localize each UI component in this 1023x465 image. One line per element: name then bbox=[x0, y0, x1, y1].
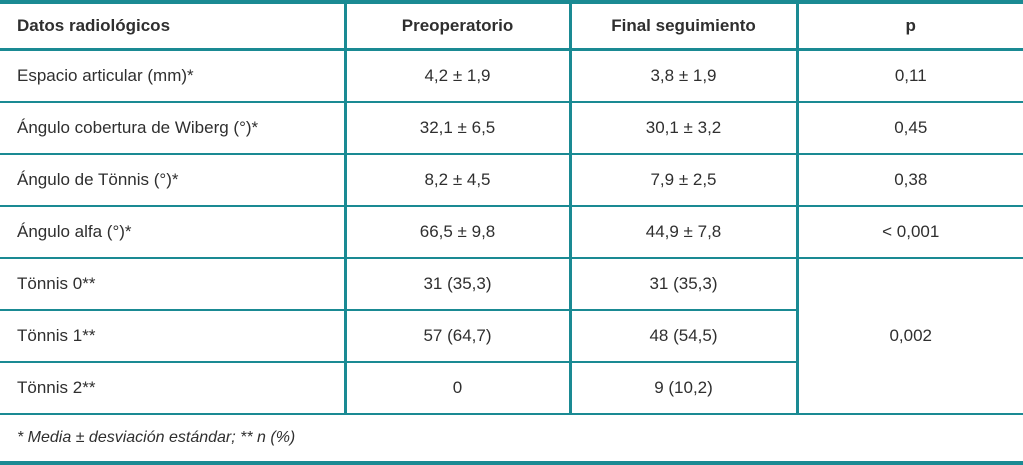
merged-p-value-cell: 0,002 bbox=[795, 258, 1023, 415]
table-row-espacio-articular: Espacio articular (mm)* 4,2 ± 1,9 3,8 ± … bbox=[0, 49, 1023, 103]
row-label: Tönnis 1** bbox=[0, 310, 345, 363]
preoperatorio-cell: 32,1 ± 6,5 bbox=[343, 102, 570, 155]
preoperatorio-cell: 0 bbox=[343, 362, 570, 415]
row-label: Espacio articular (mm)* bbox=[0, 49, 345, 103]
header-preoperatorio: Preoperatorio bbox=[343, 2, 570, 51]
table-row-angulo-alfa: Ángulo alfa (°)* 66,5 ± 9,8 44,9 ± 7,8 <… bbox=[0, 206, 1023, 259]
header-row: Datos radiológicos Preoperatorio Final s… bbox=[0, 2, 1023, 51]
final-seguimiento-cell: 48 (54,5) bbox=[568, 310, 797, 363]
final-seguimiento-cell: 7,9 ± 2,5 bbox=[568, 154, 797, 207]
row-label: Tönnis 0** bbox=[0, 258, 345, 311]
preoperatorio-cell: 57 (64,7) bbox=[343, 310, 570, 363]
table-row-tonnis-0: Tönnis 0** 31 (35,3) 31 (35,3) 0,002 bbox=[0, 258, 1023, 415]
row-label: Tönnis 2** bbox=[0, 362, 345, 415]
footnote-row: * Media ± desviación estándar; ** n (%) bbox=[0, 414, 1023, 463]
final-seguimiento-cell: 44,9 ± 7,8 bbox=[568, 206, 797, 259]
preoperatorio-cell: 31 (35,3) bbox=[343, 258, 570, 311]
preoperatorio-cell: 4,2 ± 1,9 bbox=[343, 49, 570, 103]
table-row-tonnis-2: Tönnis 2** 0 9 (10,2) bbox=[0, 362, 1023, 415]
table-row-tonnis-1: Tönnis 1** 57 (64,7) 48 (54,5) bbox=[0, 310, 1023, 363]
table-footnote: * Media ± desviación estándar; ** n (%) bbox=[0, 414, 1023, 463]
p-value-cell: 0,45 bbox=[795, 102, 1023, 155]
p-value-cell: < 0,001 bbox=[795, 206, 1023, 259]
final-seguimiento-cell: 9 (10,2) bbox=[568, 362, 797, 415]
row-label: Ángulo cobertura de Wiberg (°)* bbox=[0, 102, 345, 155]
header-p: p bbox=[795, 2, 1023, 51]
preoperatorio-cell: 8,2 ± 4,5 bbox=[343, 154, 570, 207]
p-value-cell: 0,38 bbox=[795, 154, 1023, 207]
header-datos-radiologicos: Datos radiológicos bbox=[0, 2, 345, 51]
final-seguimiento-cell: 31 (35,3) bbox=[568, 258, 797, 311]
row-label: Ángulo alfa (°)* bbox=[0, 206, 345, 259]
final-seguimiento-cell: 30,1 ± 3,2 bbox=[568, 102, 797, 155]
header-final-seguimiento: Final seguimiento bbox=[568, 2, 797, 51]
table-row-angulo-wiberg: Ángulo cobertura de Wiberg (°)* 32,1 ± 6… bbox=[0, 102, 1023, 155]
final-seguimiento-cell: 3,8 ± 1,9 bbox=[568, 49, 797, 103]
preoperatorio-cell: 66,5 ± 9,8 bbox=[343, 206, 570, 259]
row-label: Ángulo de Tönnis (°)* bbox=[0, 154, 345, 207]
table-row-angulo-tonnis: Ángulo de Tönnis (°)* 8,2 ± 4,5 7,9 ± 2,… bbox=[0, 154, 1023, 207]
p-value-cell: 0,11 bbox=[795, 49, 1023, 103]
